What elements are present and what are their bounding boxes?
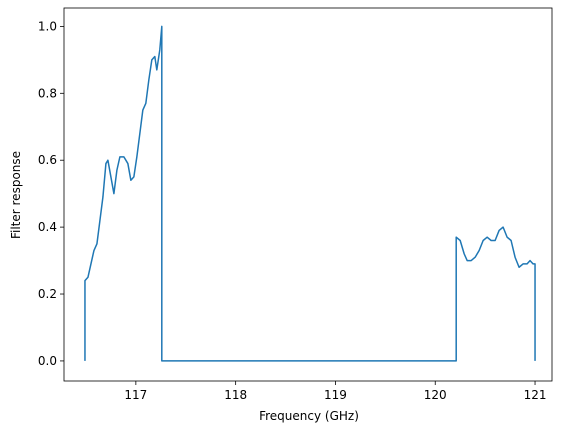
x-tick-label: 121 [524, 388, 547, 402]
x-tick-label: 117 [124, 388, 147, 402]
y-tick-label: 0.2 [38, 287, 57, 301]
x-axis-label: Frequency (GHz) [259, 409, 359, 423]
y-tick-label: 1.0 [38, 19, 57, 33]
x-tick-label: 120 [424, 388, 447, 402]
y-tick-label: 0.0 [38, 354, 57, 368]
y-tick-label: 0.8 [38, 86, 57, 100]
y-tick-label: 0.6 [38, 153, 57, 167]
line [84, 25, 536, 362]
y-axis-label: Filter response [9, 151, 23, 239]
x-tick-label: 119 [324, 388, 347, 402]
plot-frame [63, 7, 553, 382]
x-tick-label: 118 [224, 388, 247, 402]
y-tick-label: 0.4 [38, 220, 57, 234]
